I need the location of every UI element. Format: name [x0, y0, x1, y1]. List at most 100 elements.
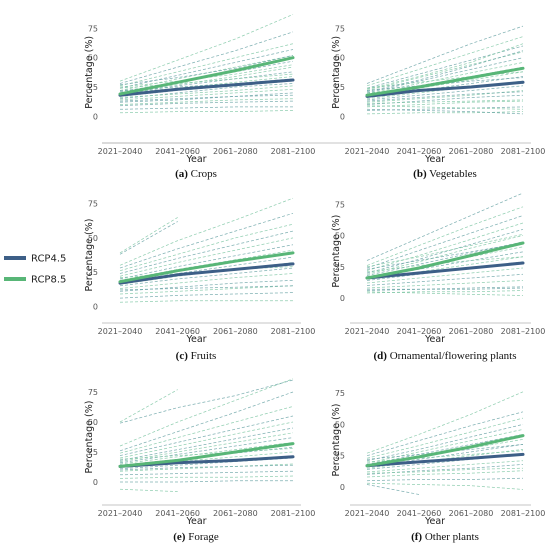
model-line: [119, 379, 294, 424]
model-line: [119, 421, 294, 459]
model-line: [366, 434, 524, 465]
y-tick-label: 75: [335, 24, 345, 33]
model-line: [119, 244, 294, 280]
y-tick-label: 0: [340, 112, 345, 121]
x-tick-label: 2021–2040: [345, 147, 390, 156]
model-line: [119, 451, 294, 467]
panel-caption-text: Ornamental/flowering plants: [387, 350, 517, 362]
x-tick-label: 2061–2080: [449, 509, 494, 518]
x-tick-label: 2061–2080: [213, 147, 258, 156]
model-line: [119, 98, 294, 105]
panel-caption-text: Fruits: [188, 350, 216, 362]
model-line: [366, 477, 524, 482]
x-tick-label: 2081–2100: [501, 509, 546, 518]
model-line: [119, 49, 294, 89]
model-line: [119, 197, 294, 266]
y-tick-label: 50: [335, 232, 345, 241]
model-line: [366, 100, 524, 108]
model-line: [119, 464, 294, 471]
model-line: [366, 62, 524, 95]
x-axis-title: Year: [424, 334, 445, 345]
panel-caption-letter: (e): [173, 531, 186, 543]
model-line: [366, 417, 524, 459]
model-line: [119, 94, 294, 102]
model-line: [366, 267, 524, 284]
panel-caption-letter: (f): [411, 531, 422, 543]
model-line: [366, 50, 524, 93]
model-line: [119, 14, 294, 82]
series-line-rcp85: [118, 251, 295, 284]
model-line: [119, 55, 294, 86]
y-tick-label: 0: [340, 294, 345, 303]
model-line: [119, 73, 294, 89]
x-tick-label: 2021–2040: [98, 327, 143, 336]
model-line: [119, 457, 294, 470]
model-line: [367, 287, 524, 290]
model-line: [366, 36, 524, 87]
x-tick-label: 2081–2100: [501, 147, 546, 156]
model-line: [366, 290, 524, 294]
series-line-rcp45: [365, 80, 525, 98]
model-line: [119, 442, 294, 465]
series-line-rcp85: [365, 66, 525, 97]
model-line: [119, 31, 294, 84]
x-tick-label: 2081–2100: [501, 327, 546, 336]
panel-caption: (f) Other plants: [411, 531, 479, 543]
y-axis-title: Percentage (%): [84, 401, 95, 474]
y-tick-label: 0: [93, 302, 98, 311]
y-axis-title: Percentage (%): [331, 215, 342, 288]
model-line: [119, 475, 294, 479]
x-tick-label: 2041–2060: [155, 509, 200, 518]
model-line: [366, 206, 524, 266]
model-line: [366, 215, 524, 269]
model-line: [119, 285, 294, 295]
panel-caption-text: Other plants: [422, 531, 479, 543]
x-tick-label: 2041–2060: [155, 327, 200, 336]
panel-caption-letter: (d): [374, 350, 388, 362]
model-line: [366, 273, 524, 286]
y-tick-label: 0: [340, 483, 345, 492]
y-tick-label: 50: [88, 418, 98, 427]
model-line: [119, 437, 294, 464]
model-line: [366, 228, 524, 274]
model-line: [120, 480, 293, 483]
model-line: [119, 432, 294, 462]
y-tick-label: 0: [93, 478, 98, 487]
y-tick-label: 50: [88, 234, 98, 243]
x-tick-label: 2021–2040: [345, 509, 390, 518]
model-line: [119, 221, 178, 255]
x-tick-label: 2081–2100: [271, 509, 316, 518]
model-line: [366, 51, 524, 91]
model-line: [119, 212, 294, 269]
x-tick-label: 2081–2100: [271, 147, 316, 156]
model-line: [119, 66, 294, 94]
model-line: [366, 484, 420, 495]
model-line: [119, 300, 293, 303]
series-line-rcp45: [365, 452, 525, 468]
model-line: [366, 91, 524, 102]
model-line: [366, 424, 524, 462]
y-tick-label: 75: [88, 24, 98, 33]
y-tick-label: 25: [88, 83, 98, 92]
model-line: [119, 415, 294, 456]
model-line: [366, 460, 524, 473]
model-line: [119, 279, 294, 292]
series-line-rcp85: [118, 442, 295, 468]
series-line-rcp85: [365, 241, 525, 280]
model-line: [119, 488, 178, 492]
model-line: [119, 389, 178, 423]
panel-caption-letter: (b): [413, 168, 427, 180]
x-tick-label: 2061–2080: [449, 147, 494, 156]
model-line: [366, 25, 524, 84]
series-line-rcp45: [118, 262, 295, 285]
model-line: [366, 482, 524, 490]
x-axis-title: Year: [424, 154, 445, 165]
model-line: [366, 85, 524, 101]
model-line: [119, 237, 294, 277]
legend-label-rcp85: RCP8.5: [31, 275, 66, 286]
model-line: [366, 444, 524, 460]
model-line: [366, 429, 524, 464]
model-line: [366, 235, 524, 275]
y-tick-label: 50: [335, 54, 345, 63]
